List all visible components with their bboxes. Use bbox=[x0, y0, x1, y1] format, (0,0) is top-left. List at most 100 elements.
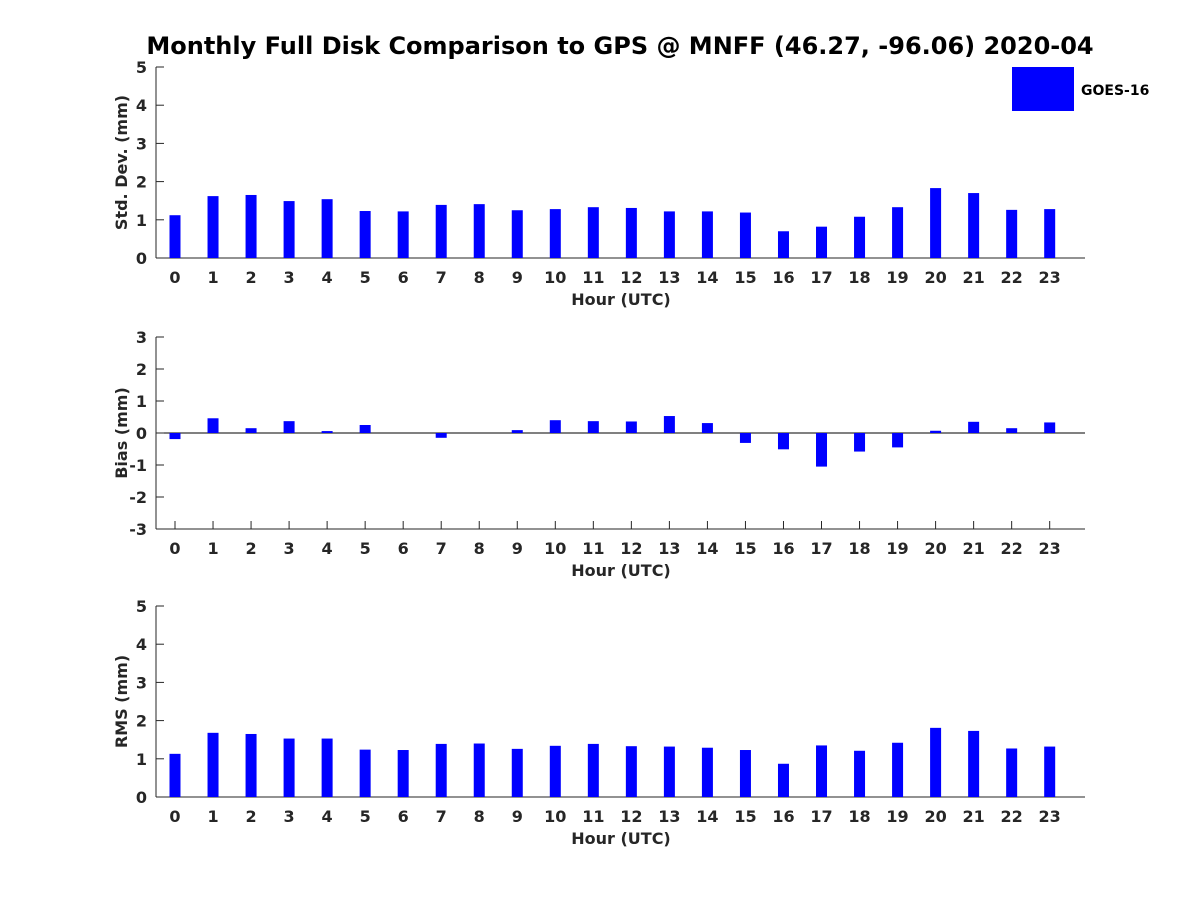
bias-y-tick-label: 1 bbox=[136, 392, 147, 411]
rms-x-tick-label: 14 bbox=[696, 807, 718, 826]
std-dev-y-tick-label: 5 bbox=[136, 58, 147, 77]
std-dev-x-tick-label: 20 bbox=[924, 268, 946, 287]
std-dev-x-tick-label: 4 bbox=[322, 268, 333, 287]
rms-bar bbox=[435, 743, 447, 797]
bias-bar bbox=[321, 431, 333, 433]
std-dev-bar bbox=[892, 207, 904, 258]
rms-y-tick-label: 5 bbox=[136, 597, 147, 616]
rms-bar bbox=[854, 750, 866, 797]
bias-x-tick-label: 14 bbox=[696, 539, 718, 558]
bias-bar bbox=[625, 421, 637, 433]
rms-bar bbox=[930, 727, 942, 797]
rms-x-tick-label: 12 bbox=[620, 807, 642, 826]
std-dev-bar bbox=[587, 207, 599, 258]
std-dev-y-tick-label: 4 bbox=[136, 96, 147, 115]
rms-bar bbox=[663, 746, 675, 797]
std-dev-x-tick-label: 1 bbox=[207, 268, 218, 287]
bias-x-tick-label: 4 bbox=[322, 539, 333, 558]
rms-bar bbox=[625, 746, 637, 797]
rms-bar bbox=[245, 733, 257, 797]
std-dev-bar bbox=[435, 204, 447, 258]
legend: GOES-16 bbox=[1012, 67, 1149, 111]
bias-y-tick-label: 3 bbox=[136, 328, 147, 347]
bias-x-tick-label: 5 bbox=[360, 539, 371, 558]
bias-bar bbox=[435, 433, 447, 438]
std-dev-x-tick-label: 13 bbox=[658, 268, 680, 287]
std-dev-x-tick-label: 17 bbox=[810, 268, 832, 287]
bias-x-tick-label: 3 bbox=[284, 539, 295, 558]
rms-bar bbox=[359, 749, 371, 797]
bias-x-tick-label: 16 bbox=[772, 539, 794, 558]
std-dev-bar bbox=[777, 231, 789, 258]
std-dev-y-tick-label: 2 bbox=[136, 173, 147, 192]
std-dev-x-tick-label: 9 bbox=[512, 268, 523, 287]
rms-x-tick-label: 17 bbox=[810, 807, 832, 826]
rms-x-tick-label: 3 bbox=[284, 807, 295, 826]
rms-y-tick-label: 3 bbox=[136, 673, 147, 692]
std-dev-bar bbox=[207, 196, 219, 258]
std-dev-y-tick-label: 3 bbox=[136, 134, 147, 153]
std-dev-bar bbox=[1044, 209, 1056, 258]
std-dev-bar bbox=[359, 211, 371, 258]
bias-y-axis-label: Bias (mm) bbox=[112, 387, 131, 479]
std-dev-bar bbox=[625, 207, 637, 258]
std-dev-bar bbox=[701, 211, 713, 258]
std-dev-x-tick-label: 22 bbox=[1001, 268, 1023, 287]
rms-bar bbox=[511, 748, 523, 797]
std-dev-x-tick-label: 12 bbox=[620, 268, 642, 287]
std-dev-x-tick-label: 2 bbox=[245, 268, 256, 287]
std-dev-y-tick-label: 0 bbox=[136, 249, 147, 268]
std-dev-x-tick-label: 14 bbox=[696, 268, 718, 287]
bias-x-tick-label: 11 bbox=[582, 539, 604, 558]
std-dev-bar bbox=[854, 216, 866, 258]
rms-x-tick-label: 1 bbox=[207, 807, 218, 826]
bias-x-tick-label: 12 bbox=[620, 539, 642, 558]
bias-x-tick-label: 2 bbox=[245, 539, 256, 558]
rms-x-tick-label: 13 bbox=[658, 807, 680, 826]
std-dev-x-tick-label: 0 bbox=[169, 268, 180, 287]
rms-x-tick-label: 0 bbox=[169, 807, 180, 826]
bias-bar bbox=[930, 430, 942, 433]
std-dev-bar bbox=[511, 210, 523, 258]
bias-bar bbox=[359, 425, 371, 433]
std-dev-x-tick-label: 6 bbox=[398, 268, 409, 287]
bias-bar bbox=[739, 433, 751, 443]
legend-label: GOES-16 bbox=[1081, 83, 1149, 99]
std-dev-bar bbox=[473, 204, 485, 258]
bias-y-tick-label: -2 bbox=[129, 488, 147, 507]
rms-x-tick-label: 21 bbox=[962, 807, 984, 826]
rms-bar bbox=[816, 745, 828, 797]
std-dev-x-tick-label: 16 bbox=[772, 268, 794, 287]
std-dev-bar bbox=[169, 215, 181, 258]
std-dev-x-tick-label: 11 bbox=[582, 268, 604, 287]
bias-x-tick-label: 7 bbox=[436, 539, 447, 558]
std-dev-y-tick-label: 1 bbox=[136, 211, 147, 230]
bias-bar bbox=[854, 433, 866, 452]
bias-bar bbox=[511, 430, 523, 433]
bias-bar bbox=[663, 416, 675, 433]
bias-x-tick-label: 23 bbox=[1039, 539, 1061, 558]
chart-title: Monthly Full Disk Comparison to GPS @ MN… bbox=[146, 32, 1093, 60]
bias-y-tick-label: 0 bbox=[136, 424, 147, 443]
std-dev-x-tick-label: 23 bbox=[1039, 268, 1061, 287]
rms-bar bbox=[892, 742, 904, 797]
bias-bar bbox=[701, 423, 713, 433]
rms-x-tick-label: 20 bbox=[924, 807, 946, 826]
bias-bar bbox=[245, 428, 257, 433]
rms-x-tick-label: 7 bbox=[436, 807, 447, 826]
std-dev-bar bbox=[816, 226, 828, 258]
std-dev-bar bbox=[1006, 209, 1018, 258]
bias-x-tick-label: 9 bbox=[512, 539, 523, 558]
rms-y-tick-label: 2 bbox=[136, 712, 147, 731]
bias-bar bbox=[777, 433, 789, 450]
bias-x-tick-label: 21 bbox=[962, 539, 984, 558]
bias-x-tick-label: 6 bbox=[398, 539, 409, 558]
rms-bar bbox=[169, 753, 181, 797]
bias-bar bbox=[816, 433, 828, 467]
std-dev-bar bbox=[549, 209, 561, 258]
rms-bar bbox=[777, 763, 789, 797]
bias-x-tick-label: 0 bbox=[169, 539, 180, 558]
